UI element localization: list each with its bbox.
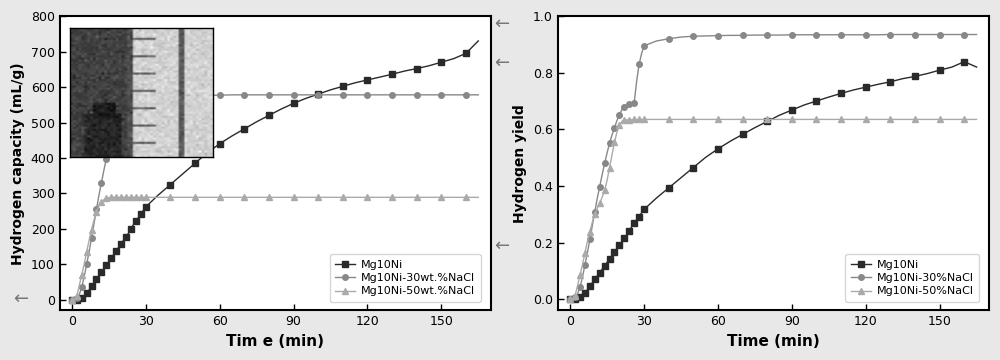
Mg10Ni-50%NaCl	[798, 117, 810, 122]
Line: Mg10Ni-50%NaCl: Mg10Ni-50%NaCl	[567, 117, 979, 302]
Line: Mg10Ni-50wt.%NaCl: Mg10Ni-50wt.%NaCl	[69, 194, 481, 303]
Mg10Ni	[288, 101, 300, 105]
Mg10Ni	[448, 57, 460, 61]
Mg10Ni	[599, 264, 611, 268]
Mg10Ni-50wt.%NaCl	[374, 195, 386, 199]
Mg10Ni-30wt.%NaCl	[374, 93, 386, 97]
Mg10Ni	[958, 59, 970, 64]
Mg10Ni	[100, 263, 112, 267]
Line: Mg10Ni: Mg10Ni	[567, 59, 979, 302]
Mg10Ni	[564, 297, 576, 301]
Mg10Ni	[361, 78, 373, 82]
Mg10Ni	[737, 132, 749, 136]
X-axis label: Time (min): Time (min)	[727, 334, 820, 349]
Mg10Ni-30%NaCl	[596, 172, 608, 177]
Text: ←: ←	[13, 290, 28, 308]
Mg10Ni-30wt.%NaCl	[100, 157, 112, 161]
Mg10Ni-50wt.%NaCl	[100, 196, 112, 201]
Mg10Ni-50wt.%NaCl	[105, 195, 117, 199]
Mg10Ni-30%NaCl	[971, 32, 983, 37]
Mg10Ni-50wt.%NaCl	[300, 195, 312, 199]
Mg10Ni-50wt.%NaCl	[66, 298, 78, 302]
Mg10Ni-50wt.%NaCl	[98, 198, 110, 202]
Mg10Ni-50%NaCl	[628, 117, 640, 122]
Mg10Ni-50%NaCl	[749, 117, 761, 122]
Mg10Ni-50wt.%NaCl	[251, 195, 263, 199]
Mg10Ni	[596, 267, 608, 271]
Mg10Ni-50wt.%NaCl	[472, 195, 484, 199]
Mg10Ni	[238, 127, 250, 131]
Mg10Ni	[66, 298, 78, 302]
Mg10Ni-30wt.%NaCl	[448, 93, 460, 97]
Text: ←: ←	[494, 237, 509, 255]
Line: Mg10Ni-30%NaCl: Mg10Ni-30%NaCl	[567, 32, 979, 302]
Mg10Ni-30%NaCl	[884, 32, 896, 37]
Mg10Ni-50%NaCl	[946, 117, 958, 122]
Mg10Ni-50wt.%NaCl	[448, 195, 460, 199]
Mg10Ni	[472, 39, 484, 43]
Mg10Ni-50%NaCl	[872, 117, 884, 122]
Mg10Ni-30%NaCl	[599, 161, 611, 166]
Y-axis label: Hydrogen yield: Hydrogen yield	[513, 104, 527, 223]
Mg10Ni	[971, 65, 983, 69]
Text: ←: ←	[494, 14, 509, 32]
Mg10Ni	[934, 68, 946, 72]
Text: ←: ←	[494, 54, 509, 72]
Mg10Ni-50%NaCl	[971, 117, 983, 122]
Mg10Ni-30%NaCl	[786, 33, 798, 37]
Line: Mg10Ni: Mg10Ni	[69, 38, 481, 303]
Mg10Ni-50%NaCl	[596, 195, 608, 199]
Mg10Ni	[786, 108, 798, 112]
Mg10Ni-30wt.%NaCl	[66, 298, 78, 302]
Mg10Ni	[98, 266, 110, 271]
Mg10Ni-30wt.%NaCl	[98, 168, 110, 172]
Mg10Ni-50%NaCl	[564, 297, 576, 301]
Line: Mg10Ni-30wt.%NaCl: Mg10Ni-30wt.%NaCl	[69, 92, 481, 303]
X-axis label: Tim e (min): Tim e (min)	[226, 334, 324, 349]
Mg10Ni-30%NaCl	[564, 297, 576, 301]
Mg10Ni-30wt.%NaCl	[251, 93, 263, 97]
Mg10Ni-30%NaCl	[946, 32, 958, 37]
Mg10Ni-30%NaCl	[860, 33, 872, 37]
Mg10Ni	[860, 85, 872, 89]
Legend: Mg10Ni, Mg10Ni-30%NaCl, Mg10Ni-50%NaCl: Mg10Ni, Mg10Ni-30%NaCl, Mg10Ni-50%NaCl	[845, 254, 979, 302]
Y-axis label: Hydrogen capacity (mL/g): Hydrogen capacity (mL/g)	[11, 62, 25, 265]
Mg10Ni-30%NaCl	[737, 33, 749, 37]
Mg10Ni-30wt.%NaCl	[300, 93, 312, 97]
Mg10Ni-50%NaCl	[599, 188, 611, 192]
Mg10Ni-30wt.%NaCl	[472, 93, 484, 97]
Legend: Mg10Ni, Mg10Ni-30wt.%NaCl, Mg10Ni-50wt.%NaCl: Mg10Ni, Mg10Ni-30wt.%NaCl, Mg10Ni-50wt.%…	[330, 254, 481, 302]
Mg10Ni-30wt.%NaCl	[226, 93, 238, 97]
